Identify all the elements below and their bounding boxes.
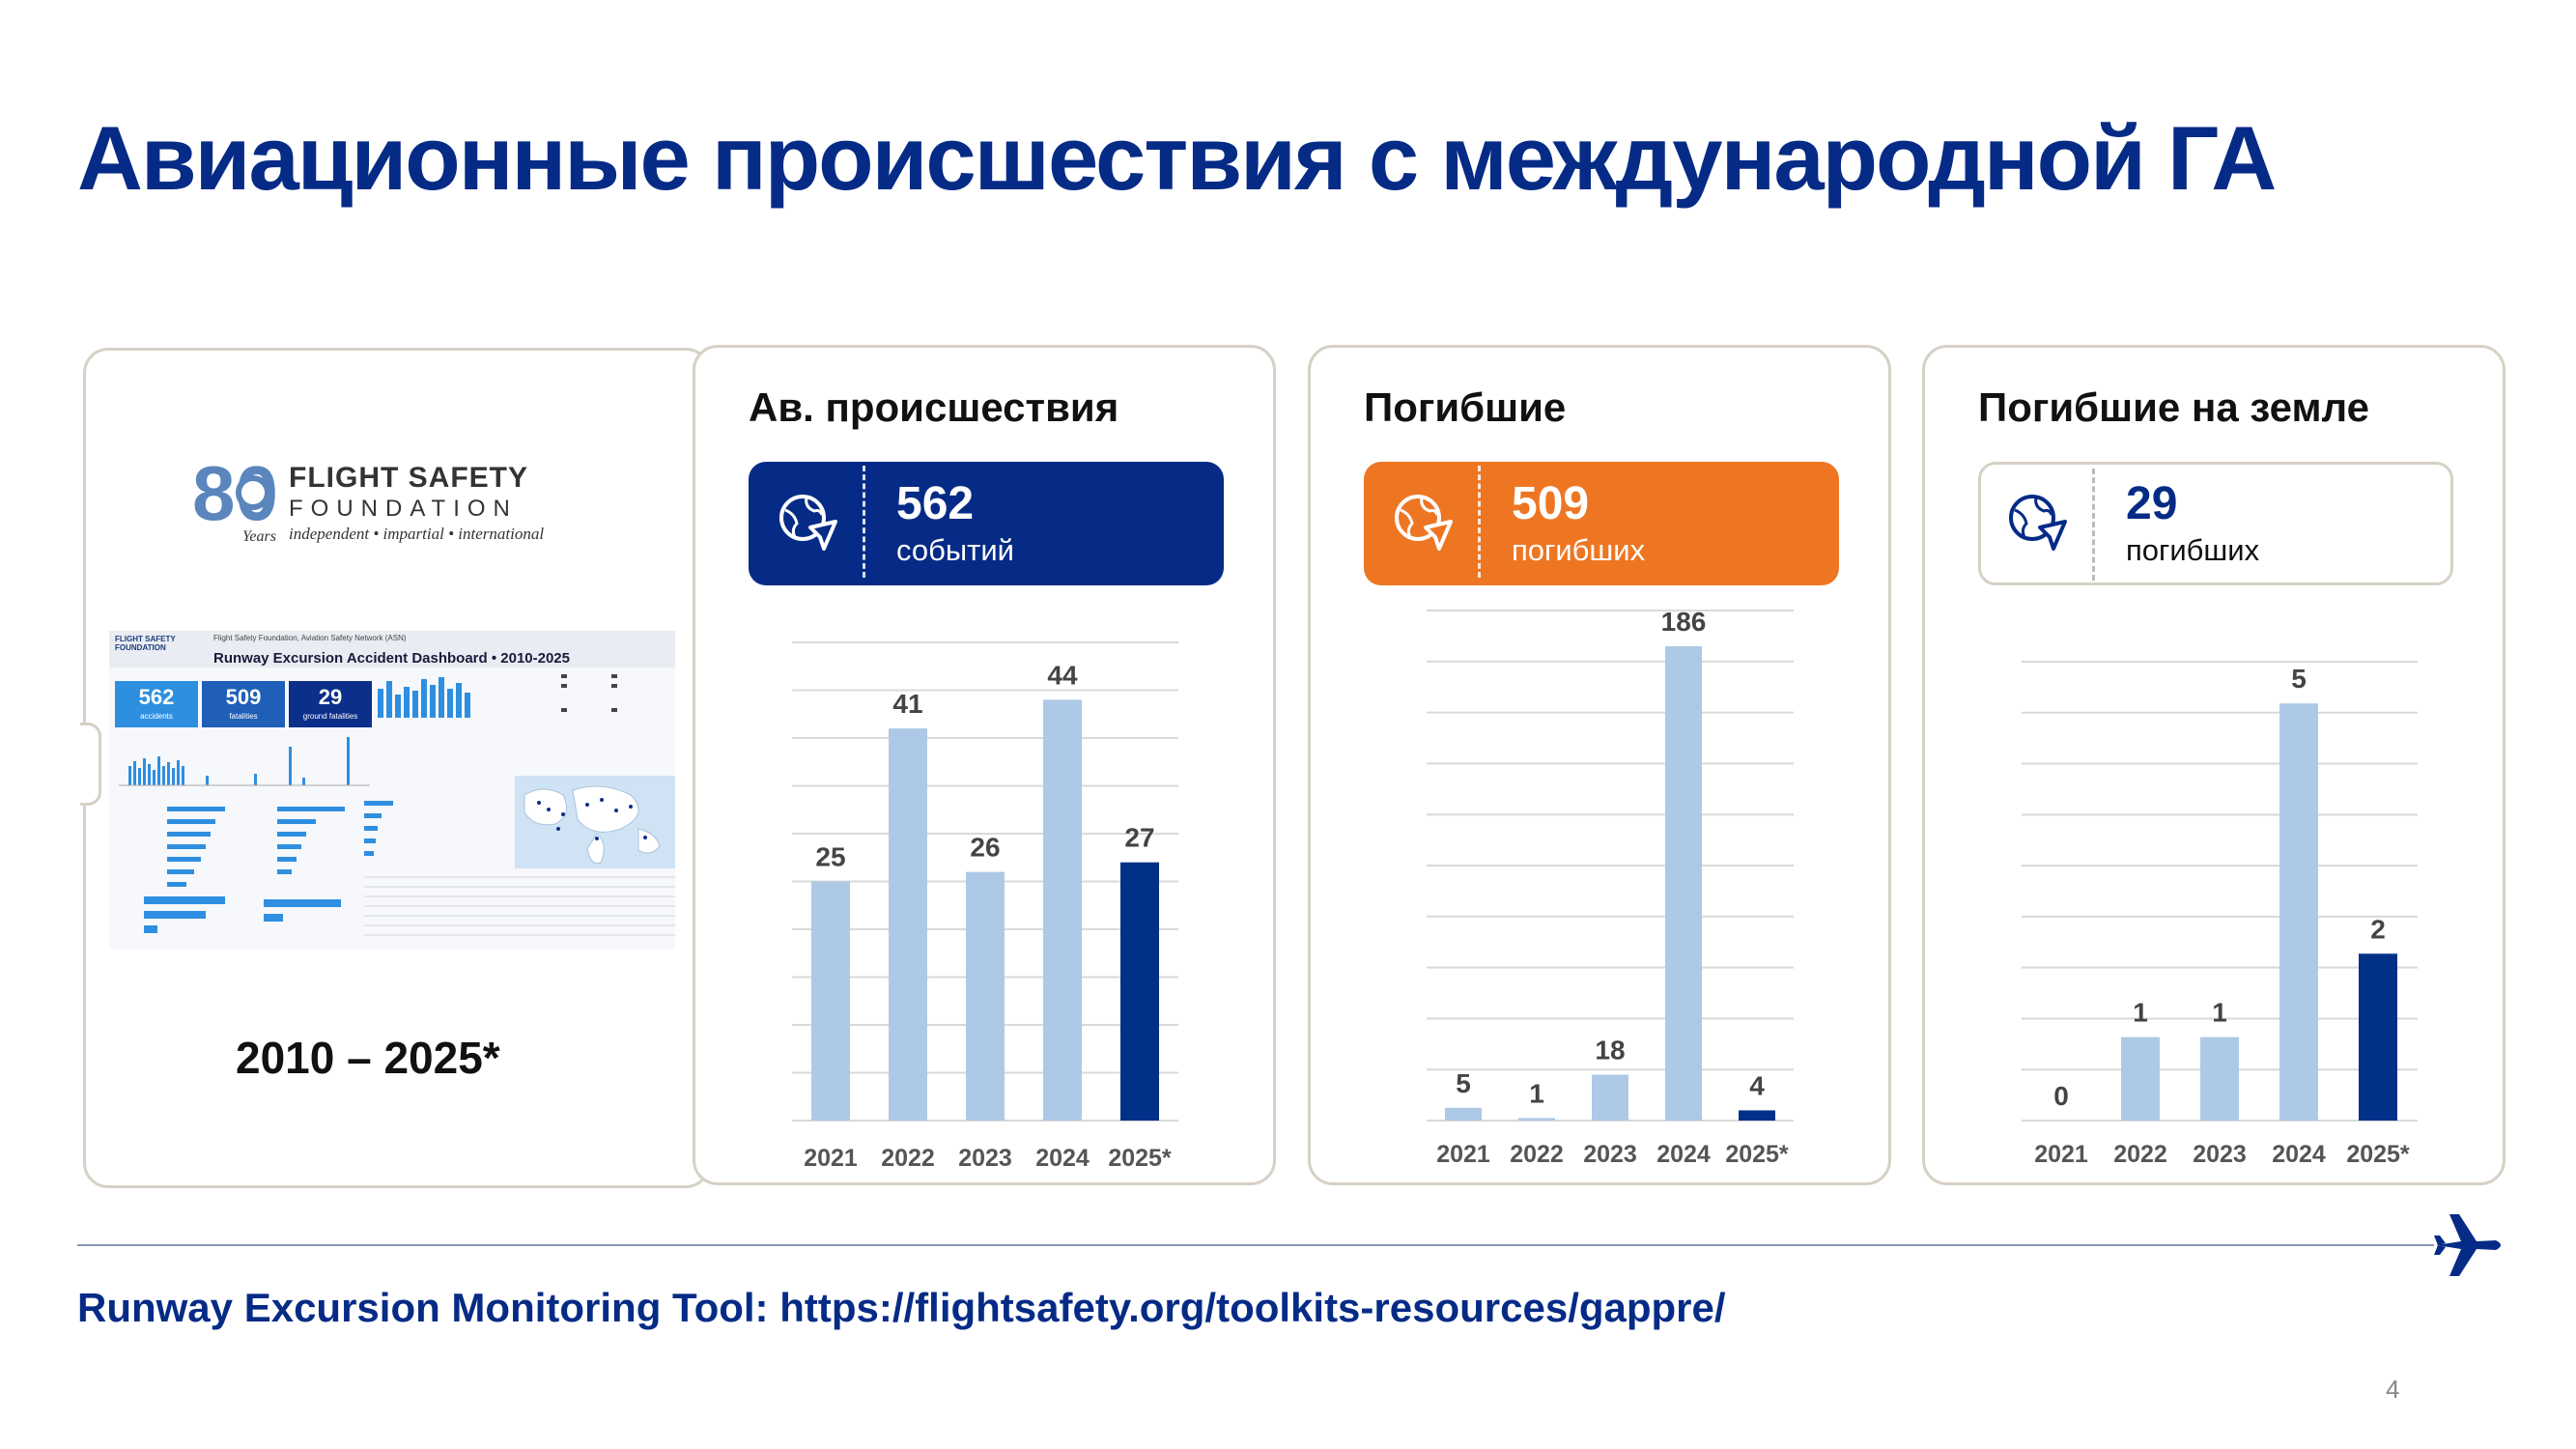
fatalities-panel: Погибшие 509 погибших 5 2021 1 2022 18 2023 18… [1308, 345, 1891, 1185]
category-tick-label: 2022 [2113, 1141, 2167, 1168]
category-tick-label: 2022 [881, 1145, 935, 1172]
bar-2022 [1518, 1118, 1555, 1121]
bar-2022 [889, 728, 927, 1121]
value-label: 1 [2133, 998, 2148, 1028]
category-tick-label: 2024 [1656, 1141, 1711, 1168]
ground-fatalities-panel: Погибшие на земле 29 погибших 0 2021 1 2022… [1922, 345, 2505, 1185]
accidents-bar-chart: 25 2021 41 2022 26 2023 44 2024 27 2025* [792, 641, 1178, 1172]
logo-years: Years [242, 528, 276, 545]
thumbnail-title: Runway Excursion Accident Dashboard • 20… [213, 650, 570, 667]
category-tick-label: 2023 [2193, 1141, 2247, 1168]
flight-safety-foundation-logo: 80 Years FLIGHT SAFETY FOUNDATION indepe… [192, 450, 598, 549]
bar-2024 [1043, 699, 1082, 1121]
thumbnail-kpi-accidents: 562 accidents [115, 681, 198, 727]
bar-2025 [1739, 1110, 1775, 1121]
globe-plane-icon [779, 495, 837, 551]
category-tick-label: 2021 [804, 1145, 858, 1172]
kpi-divider [863, 466, 865, 578]
panel-title-ground-fatalities: Погибшие на земле [1978, 384, 2370, 430]
value-label: 27 [1124, 823, 1154, 853]
value-label: 186 [1661, 607, 1707, 637]
category-tick-label: 2022 [1510, 1141, 1564, 1168]
kpi-label: событий [896, 533, 1014, 567]
value-label: 5 [1456, 1068, 1471, 1098]
value-label: 1 [2212, 998, 2227, 1028]
bar-2025 [1120, 862, 1159, 1121]
category-tick-label: 2023 [1583, 1141, 1637, 1168]
fatalities-kpi-box: 509 погибших [1364, 462, 1839, 585]
value-label: 0 [2053, 1081, 2069, 1111]
airplane-icon [2434, 1214, 2501, 1276]
category-tick-label: 2023 [958, 1145, 1012, 1172]
thumbnail-mini-charts [119, 674, 675, 936]
accidents-kpi-box: 562 событий [749, 462, 1224, 585]
thumbnail-org: FLIGHT SAFETY FOUNDATION [115, 635, 176, 652]
thumbnail-kpi-ground: 29 ground fatalities [289, 681, 372, 727]
kpi-label: погибших [2126, 533, 2260, 567]
footer-divider [77, 1244, 2434, 1246]
ground-fatalities-kpi-box: 29 погибших [1978, 462, 2453, 585]
logo-line1: FLIGHT SAFETY [289, 462, 528, 494]
monitoring-tool-link[interactable]: Runway Excursion Monitoring Tool: https:… [77, 1285, 1726, 1330]
kpi-value: 562 [896, 478, 975, 529]
dashboard-preview-card[interactable]: 80 Years FLIGHT SAFETY FOUNDATION indepe… [80, 348, 714, 1188]
date-range-label: 2010 – 2025* [236, 1033, 500, 1083]
bar-2023 [966, 871, 1005, 1121]
logo-line2: FOUNDATION [289, 496, 518, 522]
bar-2021 [811, 881, 850, 1121]
category-tick-label: 2024 [1035, 1145, 1090, 1172]
kpi-value: 29 [2126, 478, 2178, 529]
kpi-value: 509 [1512, 478, 1590, 529]
bar-2022 [2121, 1037, 2160, 1121]
globe-plane-icon [2009, 495, 2067, 551]
category-tick-label: 2025* [1108, 1145, 1172, 1172]
page-number: 4 [2386, 1375, 2400, 1404]
value-label: 5 [2291, 664, 2307, 694]
logo-tagline: independent • impartial • international [289, 525, 544, 543]
bar-2023 [2200, 1037, 2239, 1121]
category-tick-label: 2021 [1436, 1141, 1490, 1168]
card-notch-left [80, 723, 101, 806]
panel-title-accidents: Ав. происшествия [749, 384, 1119, 430]
value-label: 44 [1047, 660, 1078, 690]
kpi-divider [1478, 466, 1481, 578]
page-title: Авиационные происшествия с международной… [77, 107, 2277, 209]
ground-fatalities-bar-chart: 0 2021 1 2022 1 2023 5 2024 2 2025* [2022, 661, 2418, 1168]
accidents-panel: Ав. происшествия 562 событий 25 2021 41 202… [693, 345, 1276, 1185]
category-tick-label: 2025* [1725, 1141, 1789, 1168]
value-label: 2 [2370, 914, 2386, 944]
category-tick-label: 2025* [2346, 1141, 2410, 1168]
bar-2024 [2279, 703, 2318, 1121]
kpi-divider [2092, 469, 2095, 581]
value-label: 18 [1595, 1035, 1625, 1065]
value-label: 41 [892, 689, 922, 719]
bar-2023 [1592, 1074, 1628, 1121]
bar-2021 [1445, 1107, 1482, 1121]
thumbnail-source: Flight Safety Foundation, Aviation Safet… [213, 634, 407, 642]
value-label: 4 [1749, 1070, 1765, 1100]
category-tick-label: 2021 [2034, 1141, 2088, 1168]
thumbnail-header [109, 631, 675, 668]
dashboard-thumbnail[interactable]: FLIGHT SAFETY FOUNDATION Flight Safety F… [109, 631, 675, 950]
category-tick-label: 2024 [2272, 1141, 2326, 1168]
value-label: 26 [970, 833, 1000, 863]
bar-2024 [1665, 645, 1702, 1121]
value-label: 25 [815, 842, 845, 872]
kpi-label: погибших [1512, 533, 1646, 567]
bar-2025 [2359, 953, 2397, 1121]
panel-title-fatalities: Погибшие [1364, 384, 1567, 430]
value-label: 1 [1529, 1078, 1544, 1108]
fatalities-bar-chart: 5 2021 1 2022 18 2023 186 2024 4 2025* [1427, 607, 1794, 1168]
globe-plane-icon [1395, 495, 1453, 551]
thumbnail-kpi-fatalities: 509 fatalities [202, 681, 285, 727]
